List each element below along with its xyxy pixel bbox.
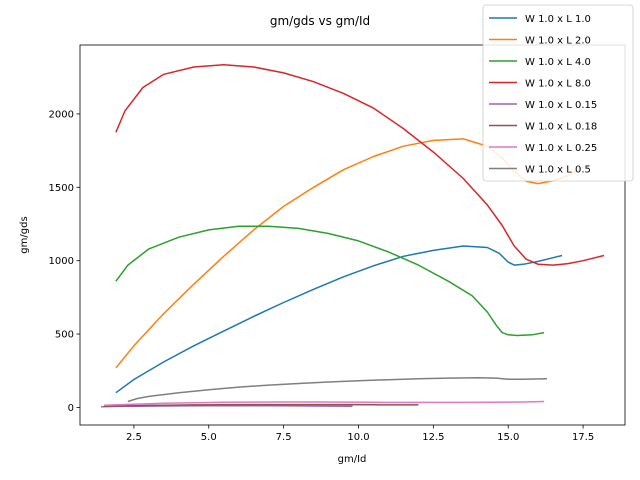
series-layer <box>100 64 605 408</box>
y-tick-label: 500 <box>55 330 74 341</box>
legend-label-5: W 1.0 x L 0.18 <box>525 122 597 133</box>
x-tick-label: 12.5 <box>422 432 444 443</box>
y-tick-label: 0 <box>68 403 74 414</box>
x-tick-label: 2.5 <box>126 432 142 443</box>
x-tick-label: 5.0 <box>201 432 217 443</box>
y-tick-label: 2000 <box>49 109 74 120</box>
legend-label-6: W 1.0 x L 0.25 <box>525 143 597 154</box>
series-line-6 <box>103 400 545 406</box>
series-line-1 <box>115 138 584 369</box>
x-axis-ticks: 2.5 5.0 7.5 10.0 12.5 15.0 17.5 <box>126 425 594 443</box>
x-tick-label: 10.0 <box>347 432 369 443</box>
legend-label-4: W 1.0 x L 0.15 <box>525 100 597 111</box>
y-tick-label: 1500 <box>49 183 74 194</box>
x-axis-label: gm/Id <box>338 454 367 465</box>
series-line-3 <box>115 64 605 266</box>
series-line-2 <box>115 225 545 337</box>
x-tick-label: 15.0 <box>497 432 519 443</box>
legend-frame <box>482 4 634 182</box>
series-line-5 <box>103 403 419 407</box>
x-tick-label: 17.5 <box>572 432 594 443</box>
y-axis-ticks: 0 500 1000 1500 2000 <box>49 109 80 414</box>
legend-label-3: W 1.0 x L 8.0 <box>525 79 591 90</box>
legend-label-0: W 1.0 x L 1.0 <box>525 14 591 25</box>
series-line-0 <box>115 245 563 394</box>
legend-label-1: W 1.0 x L 2.0 <box>525 36 591 47</box>
y-axis-label: gm/gds <box>19 216 30 253</box>
x-tick-label: 7.5 <box>276 432 292 443</box>
y-tick-label: 1000 <box>49 256 74 267</box>
chart-title: gm/gds vs gm/Id <box>270 14 370 28</box>
series-line-7 <box>127 377 548 403</box>
legend-label-7: W 1.0 x L 0.5 <box>525 165 591 176</box>
legend-label-2: W 1.0 x L 4.0 <box>525 57 591 68</box>
legend: W 1.0 x L 1.0 W 1.0 x L 2.0 W 1.0 x L 4.0 W… <box>482 4 634 182</box>
plot-frame <box>79 44 626 426</box>
